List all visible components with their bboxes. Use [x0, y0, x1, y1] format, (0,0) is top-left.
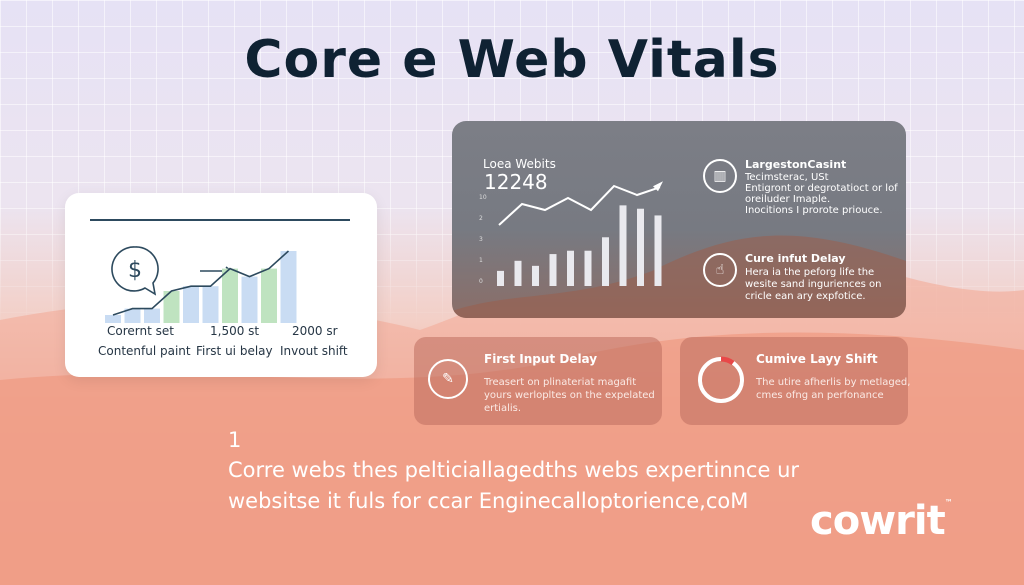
bar [241, 276, 258, 323]
bar [637, 208, 644, 286]
bar [124, 308, 141, 323]
bar [567, 250, 574, 286]
item-text-1-4: Inocitions I prorote priouce. [745, 205, 883, 216]
card-title: Cumive Layy Shift [756, 352, 878, 366]
bar [105, 315, 121, 323]
bottom-text-line-2: websitse it fuls for ccar Enginecallopto… [228, 489, 749, 513]
card-text-1: Treasert on plinateriat magafit [484, 377, 637, 388]
bar [584, 250, 592, 286]
bottom-text-line-1: Corre webs thes pelticiallagedths webs e… [228, 458, 800, 482]
summary-card: $ Corernt set 1,500 st 2000 sr Contenful… [65, 193, 377, 377]
item-text-2-3: cricle ean ary expfotice. [745, 291, 866, 302]
trend-line [498, 184, 661, 226]
item-text-1-2: Entigront or degrotatioct or lof [745, 183, 898, 194]
bar [654, 215, 662, 286]
card-text-3: ertialis. [484, 403, 522, 414]
label-bottom-2: First ui belay [196, 344, 273, 358]
document-icon: ✎ [428, 359, 468, 399]
item-text-2-1: Hera ia the peforg life the [745, 267, 875, 278]
timer-ring-icon [698, 356, 744, 403]
bar [549, 254, 557, 286]
item-title-1: LargestonCasint [745, 158, 847, 171]
y-tick: 10 [479, 194, 487, 201]
brand-logo: cowrit™ [810, 498, 953, 544]
metrics-panel: Loea Webits 12248 10 2 3 1 0 ▥ LargestonCasi… [452, 121, 906, 318]
label-top-3: 2000 sr [292, 324, 338, 338]
card-text-1: The utire afherlis by metlaged, [756, 377, 911, 388]
y-tick: 2 [479, 215, 483, 222]
bar [602, 237, 609, 286]
card-text-2: yours werlopltes on the expelated [484, 390, 655, 401]
bar-chart-icon: ▥ [703, 159, 737, 193]
cumulative-layout-shift-card: Cumive Layy Shift The utire afherlis by … [680, 337, 911, 425]
bar [619, 205, 627, 286]
panel-value: 12248 [484, 170, 548, 194]
bar [532, 265, 539, 286]
y-tick: 1 [479, 257, 483, 264]
y-tick: 3 [479, 236, 483, 243]
item-text-1-3: oreiluder Imaple. [745, 194, 831, 205]
label-top-2: 1,500 st [210, 324, 260, 338]
divider [90, 219, 350, 221]
label-bottom-1: Contenful paint [98, 344, 191, 358]
page-title: Core e Web Vitals [244, 30, 780, 90]
bottom-marker: 1 [228, 428, 242, 452]
item-text-1-1: Tecimsterac, USt [745, 172, 829, 183]
trend-line [112, 250, 290, 316]
bar [163, 291, 180, 323]
dollar-speech-bubble-icon: $ [111, 246, 159, 296]
bar-chart [105, 250, 297, 323]
panel-heading: Loea Webits [483, 157, 556, 171]
bar [202, 286, 219, 323]
first-input-delay-card: ✎ First Input Delay Treasert on plinater… [414, 337, 662, 425]
label-bottom-3: Invout shift [280, 344, 348, 358]
bar [497, 270, 504, 286]
bar [280, 251, 297, 323]
pointer-hand-icon: ☝ [703, 253, 737, 287]
card-title: First Input Delay [484, 352, 598, 366]
svg-text:$: $ [128, 258, 142, 283]
bar [144, 308, 160, 323]
bar [183, 286, 199, 323]
card-text-2: cmes ofng an perfonance [756, 390, 884, 401]
bar [514, 260, 522, 286]
bar [222, 268, 238, 323]
label-top-1: Corernt set [107, 324, 174, 338]
item-text-2-2: wesite sand inguriences on [745, 279, 882, 290]
bar [261, 268, 277, 323]
y-tick: 0 [479, 278, 483, 285]
arrow-head-icon [653, 181, 663, 192]
item-title-2: Cure infut Delay [745, 252, 846, 265]
